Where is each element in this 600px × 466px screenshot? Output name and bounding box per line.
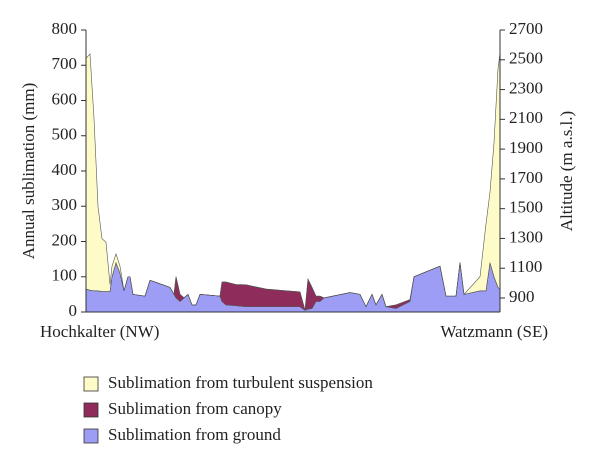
y2-tick-label: 2300 — [509, 78, 543, 97]
legend-swatch — [83, 402, 99, 418]
y2-tick-label: 900 — [509, 287, 535, 306]
y2-tick-label: 1900 — [509, 138, 543, 157]
y2-axis-label: Altitude (m a.s.l.) — [557, 111, 576, 231]
y2-tick-label: 1500 — [509, 198, 543, 217]
annotation: Hochkalter (NW) — [40, 322, 159, 341]
y-axis-label: Annual sublimation (mm) — [19, 83, 38, 260]
y2-tick-label: 1700 — [509, 168, 543, 187]
y-tick-label: 800 — [52, 19, 78, 38]
legend-label: Sublimation from canopy — [108, 399, 282, 418]
y-tick-label: 0 — [69, 301, 78, 320]
y-tick-label: 100 — [52, 266, 78, 285]
y-tick-label: 200 — [52, 230, 78, 249]
y-tick-label: 700 — [52, 54, 78, 73]
legend-label: Sublimation from ground — [108, 425, 281, 444]
legend-swatch — [83, 428, 99, 444]
legend-label: Sublimation from turbulent suspension — [108, 373, 373, 392]
y-tick-label: 600 — [52, 89, 78, 108]
y-tick-label: 300 — [52, 195, 78, 214]
y-tick-label: 500 — [52, 125, 78, 144]
y2-tick-label: 2100 — [509, 108, 543, 127]
y2-tick-label: 2500 — [509, 49, 543, 68]
y2-tick-label: 1100 — [509, 257, 542, 276]
y2-tick-label: 2700 — [509, 19, 543, 38]
y-tick-label: 400 — [52, 160, 78, 179]
legend-swatch — [83, 376, 99, 392]
annotation: Watzmann (SE) — [440, 322, 548, 341]
y2-tick-label: 1300 — [509, 227, 543, 246]
